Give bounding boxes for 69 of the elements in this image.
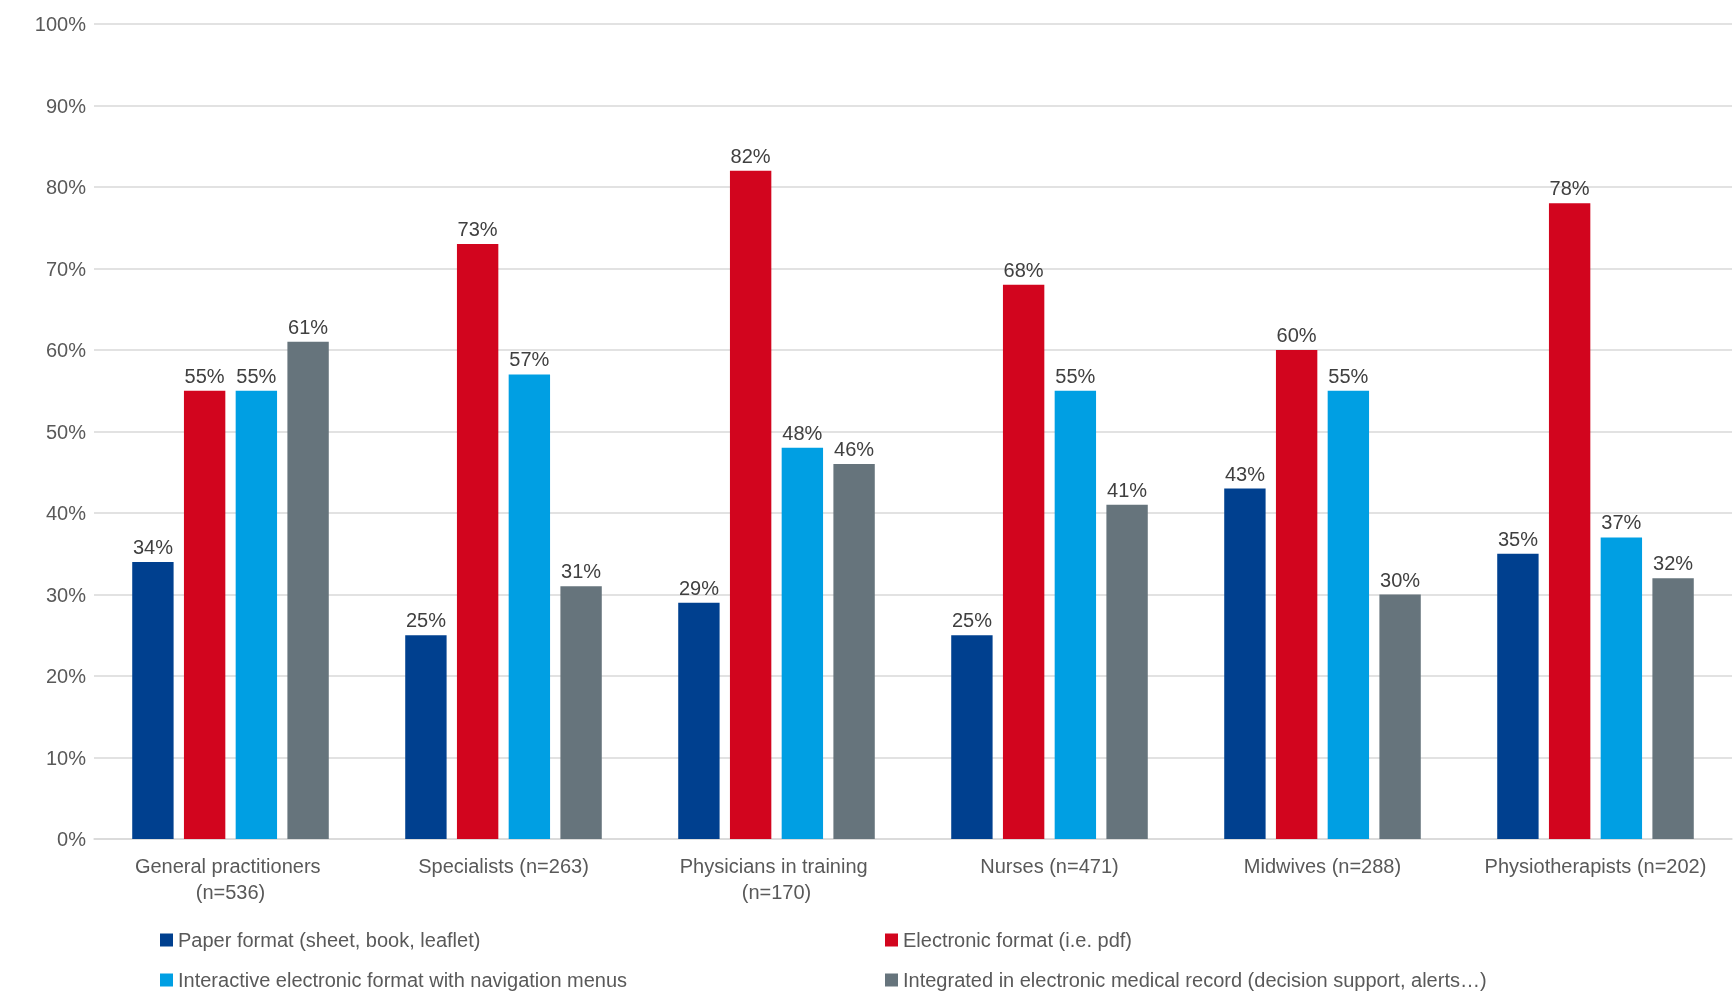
data-label: 55% [236,364,277,387]
bar [287,341,329,839]
bar [1600,537,1643,839]
bar [1327,390,1370,839]
data-label: 73% [457,218,498,241]
bar [951,635,993,839]
bar [729,170,772,839]
data-label: 25% [951,609,993,632]
data-label: 46% [834,438,875,461]
legend-label: Interactive electronic format with navigation menus [178,969,628,991]
bar [456,244,499,839]
y-tick-label: 0% [57,828,87,850]
legend-label: Electronic format (i.e. pdf) [903,929,1132,951]
bar [1497,553,1539,839]
data-label: 30% [1380,568,1421,591]
x-tick-label: Nurses (n=471) [980,855,1119,877]
data-label: 43% [1224,462,1266,485]
data-label: 57% [509,348,550,371]
data-label: 37% [1601,511,1642,534]
y-tick-label: 80% [45,176,87,198]
data-label: 82% [730,144,771,167]
x-tick-label: General practitioners (n=536) [134,855,327,903]
data-label: 60% [1276,324,1317,346]
x-tick-label: Physiotherapists (n=202) [1484,855,1707,877]
data-label: 41% [1107,478,1148,501]
bar [508,374,551,839]
x-tick-label: Specialists (n=263) [418,855,589,877]
x-tick-label: Midwives (n=288) [1243,855,1402,877]
legend-label: Paper format (sheet, book, leaflet) [178,929,481,951]
bar [1275,350,1318,839]
bar [1224,488,1266,839]
bar [560,586,602,839]
y-tick-label: 70% [45,257,87,280]
y-tick-label: 40% [45,502,87,524]
data-label: 68% [1003,258,1044,281]
bar [1548,203,1591,839]
y-tick-label: 90% [45,94,87,117]
y-tick-label: 30% [45,583,87,606]
bar [1652,578,1694,839]
y-tick-label: 60% [45,339,87,361]
bar [1002,284,1045,839]
data-label: 31% [561,560,602,583]
data-label: 55% [1055,364,1096,387]
bar [1106,504,1148,839]
bar [1054,390,1097,839]
data-label: 55% [1328,364,1369,387]
bar [833,464,875,839]
legend-label: Integrated in electronic medical record (decision support, alerts…) [903,969,1487,991]
data-label: 25% [405,609,447,632]
bar [405,635,447,839]
y-tick-label: 50% [45,420,87,443]
data-label: 61% [288,315,329,338]
bar [1379,594,1421,839]
data-label: 29% [678,576,720,599]
bar [235,390,278,839]
bar [132,561,174,839]
data-label: 55% [184,364,225,387]
bar [183,390,226,839]
data-label: 35% [1497,527,1539,550]
x-tick-label: Physicians in training (n=170) [679,855,874,903]
data-label: 48% [782,421,823,444]
bar [781,447,824,839]
y-tick-label: 20% [45,665,87,687]
bar [678,602,720,839]
y-tick-label: 100% [34,13,87,35]
data-label: 32% [1653,552,1694,575]
data-label: 78% [1549,177,1590,200]
y-tick-label: 10% [45,746,87,769]
data-label: 34% [132,535,174,558]
